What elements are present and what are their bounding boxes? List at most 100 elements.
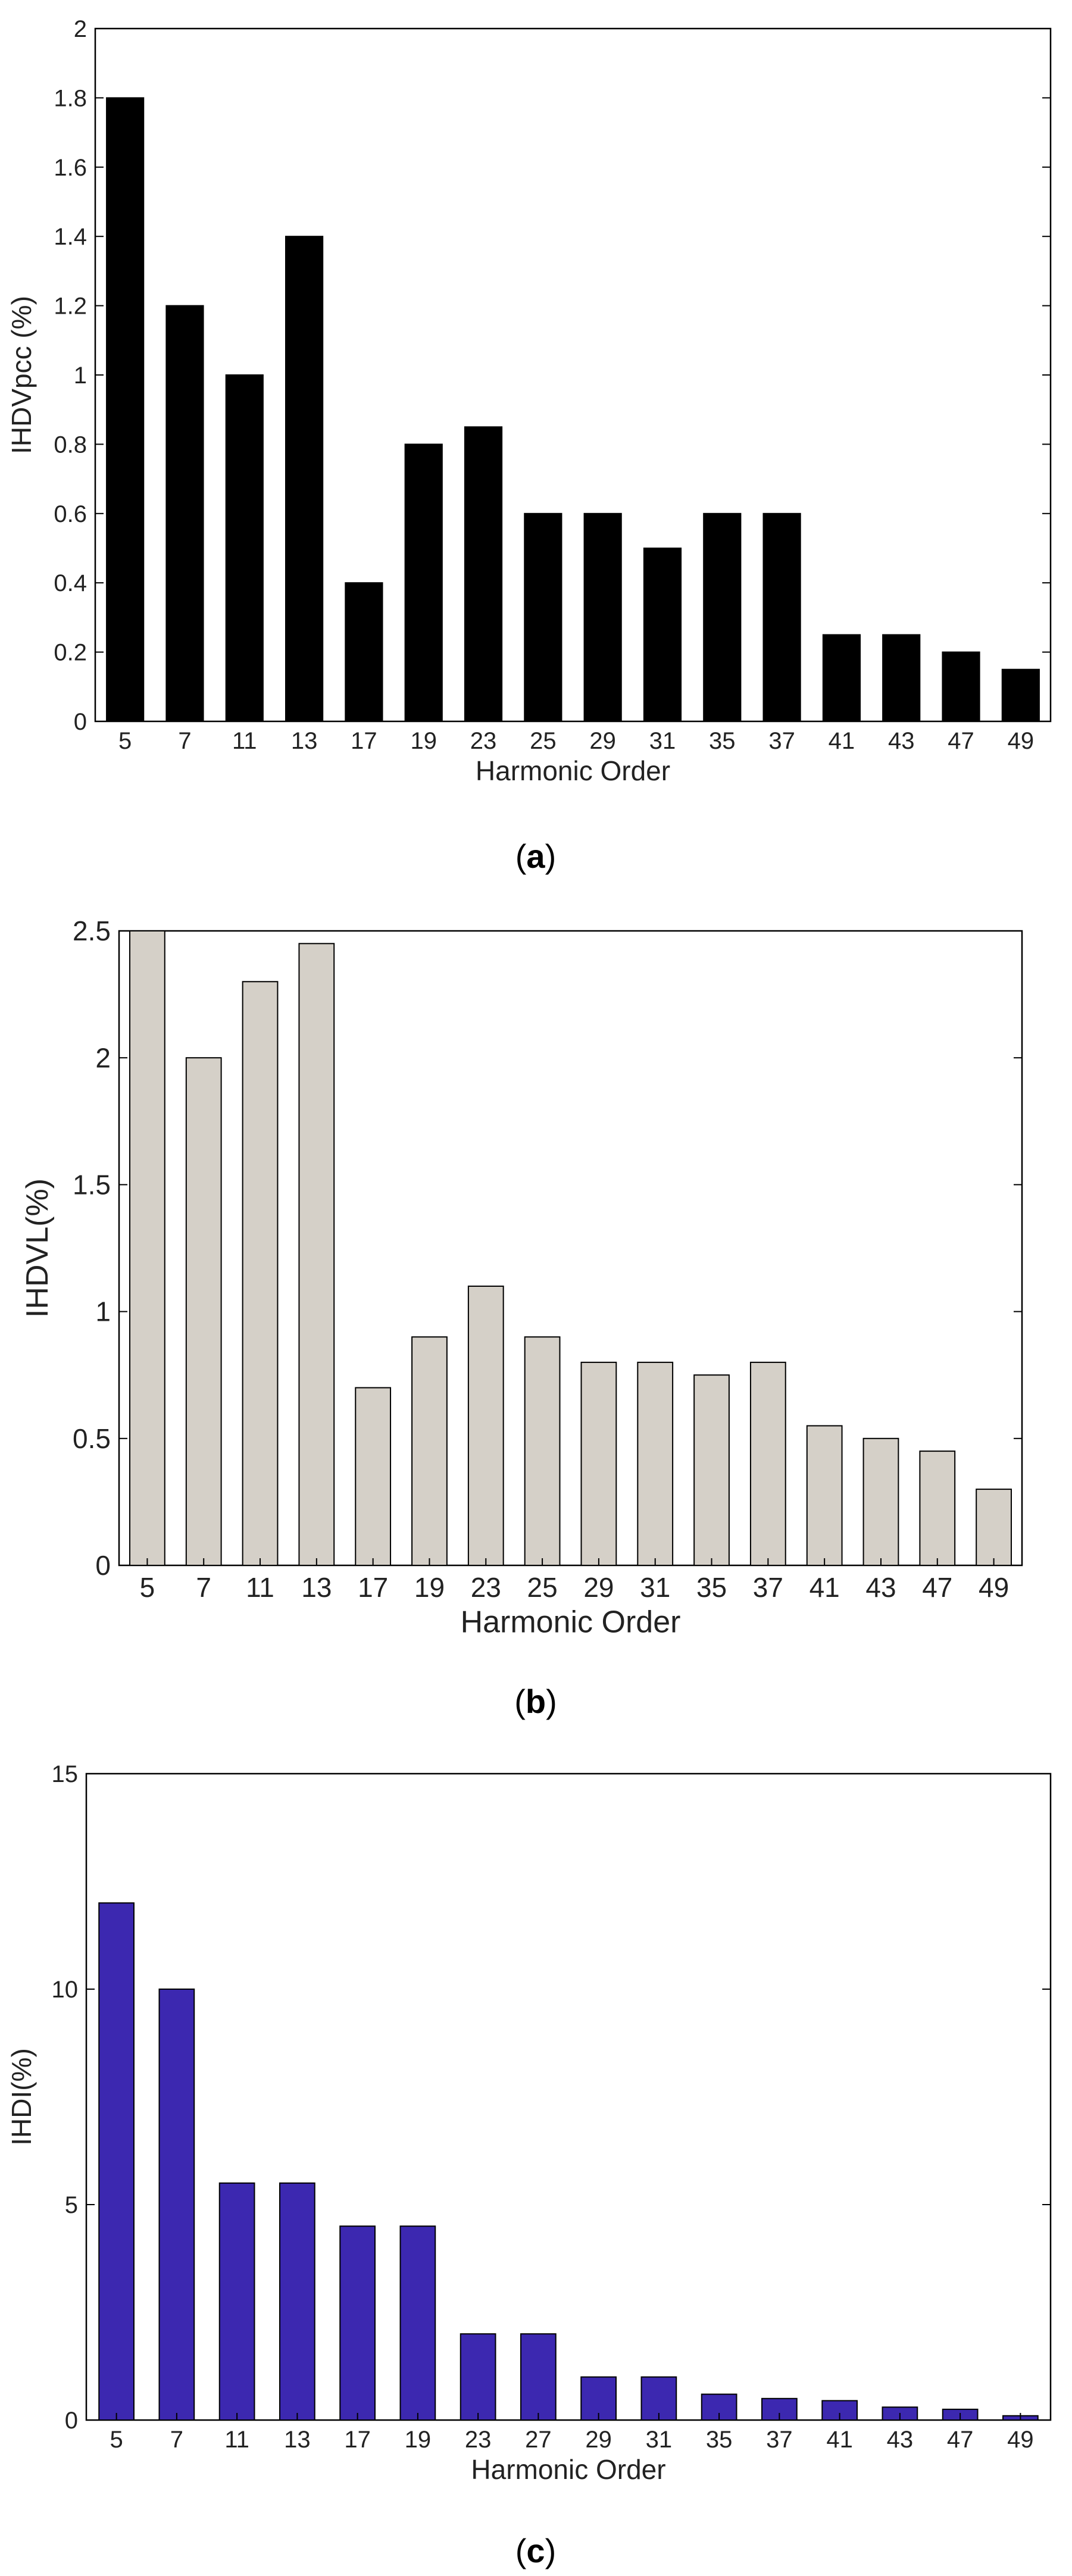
y-tick-label: 5 — [65, 2192, 78, 2218]
y-tick-label: 1.2 — [54, 293, 87, 320]
bar — [460, 2333, 496, 2421]
bar — [524, 1336, 561, 1566]
y-axis-label: IHDVpcc (%) — [6, 296, 37, 454]
x-tick-label: 27 — [525, 2427, 552, 2453]
bar — [749, 1361, 786, 1566]
y-tick-label: 2 — [95, 1042, 111, 1073]
caption-c: (c) — [515, 2532, 556, 2569]
x-tick-label: 35 — [709, 728, 736, 754]
chart-panel-b: 0 0.5 1 1.5 2 2.5 5 7 11 13 17 19 23 25 29 31 35 37 41 43 47… — [20, 915, 1023, 1640]
bar — [762, 512, 801, 722]
x-tick-label: 13 — [291, 728, 318, 754]
x-tick-label: 17 — [351, 728, 377, 754]
bar — [643, 548, 682, 722]
x-tick-label: 47 — [948, 728, 974, 754]
x-tick-label: 7 — [170, 2427, 183, 2453]
bar — [976, 1489, 1012, 1567]
x-tick-label: 25 — [530, 728, 557, 754]
bar — [355, 1387, 392, 1567]
x-tick-label: 19 — [414, 1572, 445, 1603]
x-tick-label: 17 — [358, 1572, 388, 1603]
plot-area-frame — [118, 930, 1023, 1567]
y-tick-label: 1 — [74, 362, 87, 389]
x-tick-label: 43 — [887, 2427, 914, 2453]
x-tick-label: 49 — [1007, 2427, 1034, 2453]
x-tick-label: 47 — [922, 1572, 952, 1603]
x-tick-label: 17 — [344, 2427, 371, 2453]
bar — [464, 426, 503, 722]
y-tick-label: 0.5 — [73, 1423, 111, 1454]
bar — [106, 97, 145, 722]
x-tick-label: 31 — [640, 1572, 670, 1603]
bar — [185, 1057, 222, 1566]
x-tick-label: 11 — [224, 2427, 249, 2453]
bar — [580, 2376, 617, 2421]
caption-b: (b) — [514, 1683, 557, 1720]
y-tick-label: 0.2 — [54, 640, 87, 666]
bar — [218, 2182, 255, 2421]
x-tick-label: 29 — [585, 2427, 612, 2453]
x-tick-label: 31 — [646, 2427, 673, 2453]
x-tick-label: 41 — [826, 2427, 853, 2453]
x-tick-label: 41 — [810, 1572, 840, 1603]
bar — [919, 1450, 956, 1567]
bar — [942, 651, 980, 722]
bar — [520, 2333, 557, 2421]
x-tick-label: 37 — [766, 2427, 793, 2453]
bar — [165, 305, 204, 722]
x-tick-label: 49 — [1008, 728, 1035, 754]
caption-a: (a) — [515, 837, 556, 875]
y-axis-label: IHDI(%) — [6, 2048, 37, 2146]
y-tick-label: 1.6 — [54, 155, 87, 181]
bar — [703, 512, 742, 722]
bar — [580, 1361, 617, 1566]
bar — [225, 374, 264, 722]
y-tick-label: 1.4 — [54, 224, 87, 250]
x-tick-label: 41 — [829, 728, 855, 754]
x-tick-label: 19 — [405, 2427, 432, 2453]
bar — [129, 930, 165, 1566]
x-tick-label: 7 — [196, 1572, 211, 1603]
x-tick-label: 11 — [232, 728, 257, 754]
bar — [637, 1361, 674, 1566]
bar — [285, 236, 324, 722]
y-tick-label: 0.4 — [54, 570, 87, 596]
x-tick-label: 37 — [753, 1572, 783, 1603]
bar — [158, 1989, 195, 2421]
bar — [693, 1374, 730, 1566]
y-tick-label: 15 — [52, 1761, 79, 1787]
x-tick-label: 5 — [110, 2427, 123, 2453]
x-tick-label: 13 — [284, 2427, 311, 2453]
bar — [279, 2182, 315, 2421]
x-tick-label: 35 — [706, 2427, 733, 2453]
x-tick-label: 5 — [140, 1572, 155, 1603]
x-axis-label: Harmonic Order — [471, 2454, 665, 2485]
y-tick-label: 0.6 — [54, 501, 87, 527]
x-axis-label: Harmonic Order — [461, 1605, 681, 1640]
x-tick-label: 25 — [527, 1572, 558, 1603]
x-tick-label: 43 — [888, 728, 915, 754]
y-tick-label: 2.5 — [73, 915, 111, 946]
bar — [822, 634, 861, 722]
bar — [404, 443, 443, 723]
bar — [411, 1336, 448, 1566]
x-tick-label: 47 — [947, 2427, 974, 2453]
bar — [640, 2376, 677, 2421]
bar — [98, 1902, 135, 2421]
y-tick-label: 2 — [74, 16, 87, 42]
y-tick-label: 10 — [52, 1977, 79, 2003]
x-tick-label: 49 — [979, 1572, 1009, 1603]
plot-area-frame — [85, 1772, 1052, 2421]
bar — [583, 512, 622, 722]
chart-panel-c: 0 5 10 15 5 7 11 13 17 19 23 27 29 31 35 37 41 43 47 49 Harm… — [6, 1761, 1052, 2485]
bar — [298, 943, 335, 1566]
y-tick-label: 1.5 — [73, 1170, 111, 1201]
x-tick-label: 35 — [696, 1572, 727, 1603]
x-tick-label: 5 — [118, 728, 132, 754]
x-axis-label: Harmonic Order — [476, 755, 670, 786]
bar — [524, 512, 562, 722]
y-tick-label: 0 — [65, 2408, 78, 2434]
x-tick-label: 31 — [649, 728, 676, 754]
x-tick-label: 23 — [470, 728, 497, 754]
